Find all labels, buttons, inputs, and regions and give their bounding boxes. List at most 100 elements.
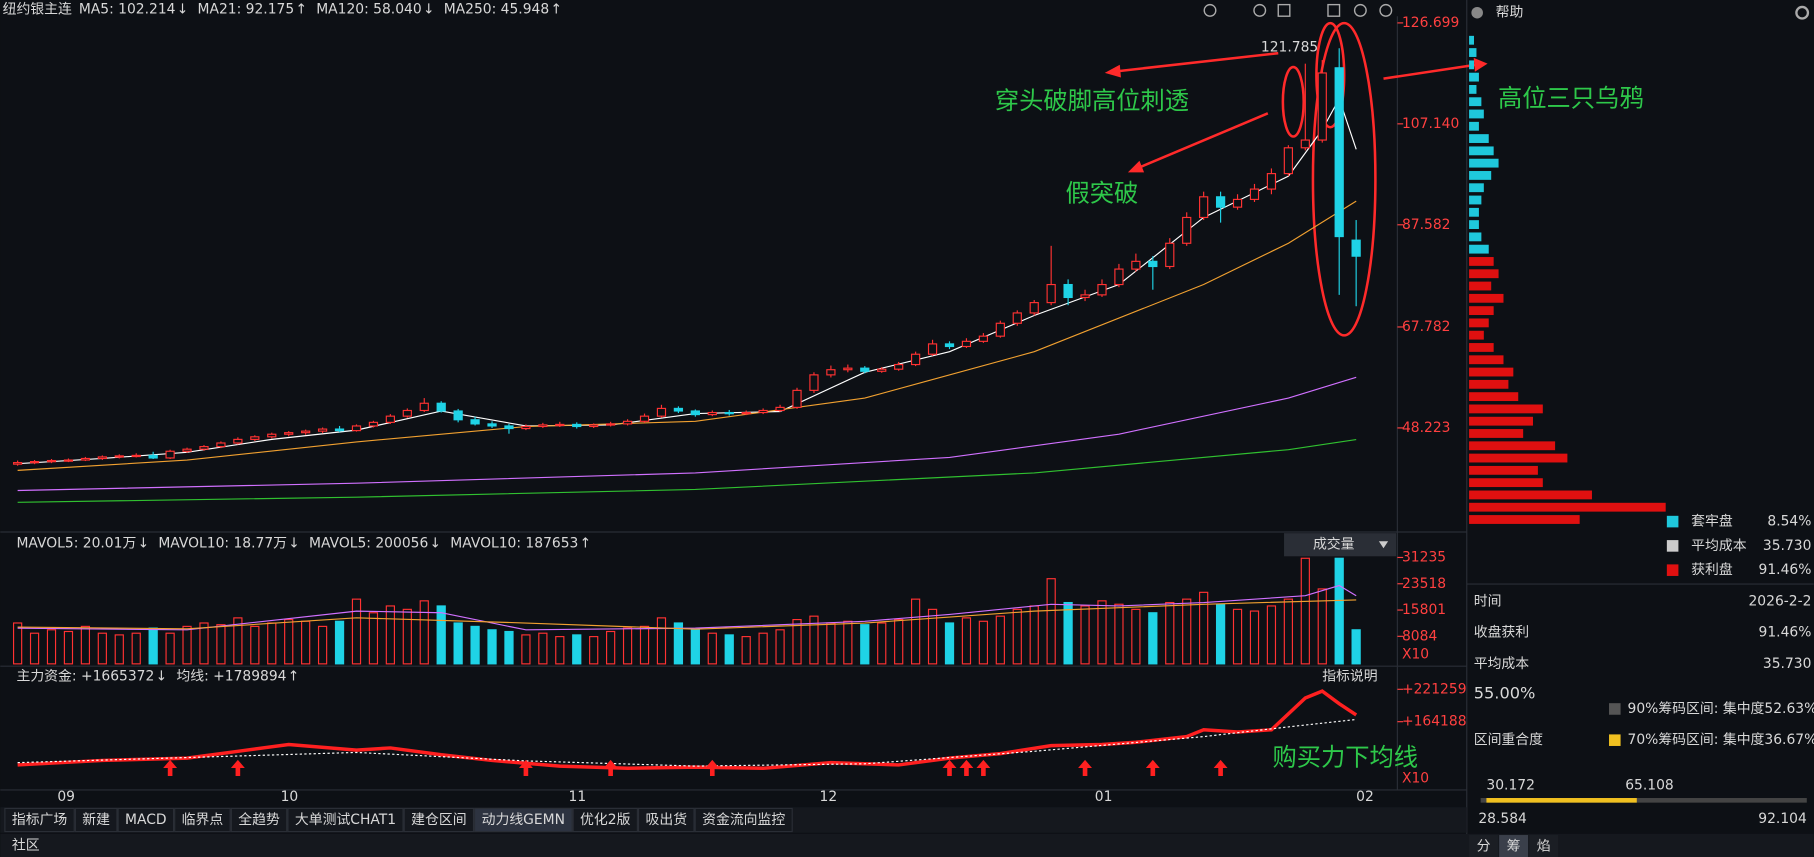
candle-body xyxy=(809,374,819,391)
candle-body xyxy=(1148,260,1158,268)
help[interactable]: 帮助 xyxy=(1496,5,1524,21)
candle-body xyxy=(1215,196,1226,208)
toolbar-tab-label[interactable]: 全趋势 xyxy=(238,811,280,828)
chip-bar xyxy=(1469,293,1504,303)
toolbar-tab-label[interactable]: 优化2版 xyxy=(580,812,631,828)
info-value: 91.46% xyxy=(1759,625,1812,641)
candle-body xyxy=(843,367,853,371)
toolbar-tab-label[interactable]: 吸出货 xyxy=(645,811,687,828)
toolbar-tab[interactable] xyxy=(230,807,288,833)
candle-body xyxy=(470,419,480,425)
chip-bar xyxy=(1469,60,1474,70)
chip-bar xyxy=(1469,257,1494,266)
signal-arrow xyxy=(1078,759,1092,777)
volume-selector[interactable] xyxy=(1284,533,1397,557)
volume-bar xyxy=(555,636,565,665)
ellipse xyxy=(1311,21,1377,337)
candle-body xyxy=(555,423,565,427)
toolbar-tab[interactable] xyxy=(403,807,475,833)
candle-body xyxy=(29,460,40,464)
unit-label: X10 xyxy=(1402,770,1429,786)
arrowhead xyxy=(1473,57,1488,72)
chip-bar xyxy=(1469,490,1592,500)
volume-bar xyxy=(131,632,141,665)
candle-body xyxy=(284,432,294,435)
toolbar-tab[interactable] xyxy=(174,807,231,833)
toolbar-tab-label[interactable]: 临界点 xyxy=(182,812,224,828)
settings-icon[interactable] xyxy=(1795,5,1810,20)
volume-bar xyxy=(639,625,650,665)
volume-bar xyxy=(419,600,429,665)
legend-text: MA5: 102.214 xyxy=(79,1,176,17)
y-tick-label: +164188 xyxy=(1402,714,1467,730)
chip-bar xyxy=(1469,85,1477,94)
panel-tab[interactable] xyxy=(1469,835,1498,857)
toolbar-tab-label[interactable]: 指标广场 xyxy=(12,812,68,828)
candle-body xyxy=(1097,283,1107,296)
icon xyxy=(1379,3,1393,17)
line xyxy=(17,439,1357,503)
toolbar-tab[interactable] xyxy=(572,807,638,833)
ratio: 55.00% xyxy=(1474,683,1536,702)
volume-bar xyxy=(1097,600,1107,665)
signal-arrow xyxy=(518,759,533,777)
y-tick-label: 15801 xyxy=(1402,602,1446,618)
toolbar-tab[interactable] xyxy=(117,807,175,833)
panel-tab-label[interactable]: 筹 xyxy=(1507,838,1521,855)
candle-body xyxy=(639,415,650,422)
x-tick-label: 11 xyxy=(569,789,587,805)
candle-body xyxy=(775,406,785,412)
chip-bar xyxy=(1469,158,1499,168)
line xyxy=(17,376,1357,492)
panel-tab-label[interactable]: 分 xyxy=(1477,839,1491,855)
chip-bar xyxy=(1469,171,1492,180)
volume-selector-label[interactable]: 成交量 xyxy=(1313,536,1355,553)
icon xyxy=(1203,3,1217,17)
range-swatch xyxy=(1609,703,1621,715)
candle-body xyxy=(1182,216,1192,244)
volume-bar xyxy=(114,634,124,665)
indicator-help[interactable]: 指标说明 xyxy=(1322,669,1377,685)
volume-bar xyxy=(1351,629,1361,665)
panel-tab[interactable] xyxy=(1499,835,1529,857)
toolbar-tab[interactable] xyxy=(4,807,75,833)
community[interactable]: 社区 xyxy=(12,837,40,853)
toolbar-tab-label[interactable]: 动力线GEMN xyxy=(482,812,565,828)
toolbar-tab[interactable] xyxy=(74,807,118,833)
volume-bar xyxy=(606,630,616,665)
volume-bar xyxy=(724,634,734,665)
toolbar-tab-label[interactable]: 建仓区间 xyxy=(411,812,466,828)
volume-bar xyxy=(690,629,700,665)
overlap: 区间重合度 xyxy=(1474,732,1543,748)
legend-text: MAVOL10: 187653 xyxy=(450,536,578,552)
toolbar-tab-label[interactable]: MACD xyxy=(125,812,167,828)
candle-body xyxy=(368,421,379,427)
chip-bar xyxy=(1469,232,1482,242)
volume-bar xyxy=(1300,557,1310,665)
volume-bar xyxy=(182,625,192,665)
y-tick-label: 23518 xyxy=(1402,576,1446,592)
toolbar-tab-label[interactable]: 资金流向监控 xyxy=(702,812,785,828)
x-tick-label: 10 xyxy=(281,789,299,805)
toolbar-tab[interactable] xyxy=(474,807,573,833)
panel-tab[interactable] xyxy=(1529,835,1559,857)
legend-text: MAVOL5: 20.01万 xyxy=(16,536,136,552)
toolbar-tab-label[interactable]: 大单测试CHAT1 xyxy=(295,812,396,828)
candle-body xyxy=(910,353,921,366)
toolbar-tab[interactable] xyxy=(287,807,404,833)
chip-bar xyxy=(1469,502,1666,512)
legend-text: 均线: +1789894 xyxy=(176,669,286,685)
candle-body xyxy=(1334,67,1344,238)
arrowheads xyxy=(1104,57,1488,173)
volume-bar xyxy=(1182,598,1192,665)
volume-bar xyxy=(1232,608,1243,665)
candle-body xyxy=(1300,139,1310,149)
info-value: 2026-2-2 xyxy=(1748,593,1811,609)
info-value: 35.730 xyxy=(1763,656,1811,672)
volume-bar xyxy=(1249,610,1260,665)
panel-tab-label[interactable]: 焰 xyxy=(1537,839,1551,855)
toolbar-tab[interactable] xyxy=(637,807,695,833)
toolbar-tab[interactable] xyxy=(694,807,793,833)
toolbar-tab-label[interactable]: 新建 xyxy=(82,812,110,828)
